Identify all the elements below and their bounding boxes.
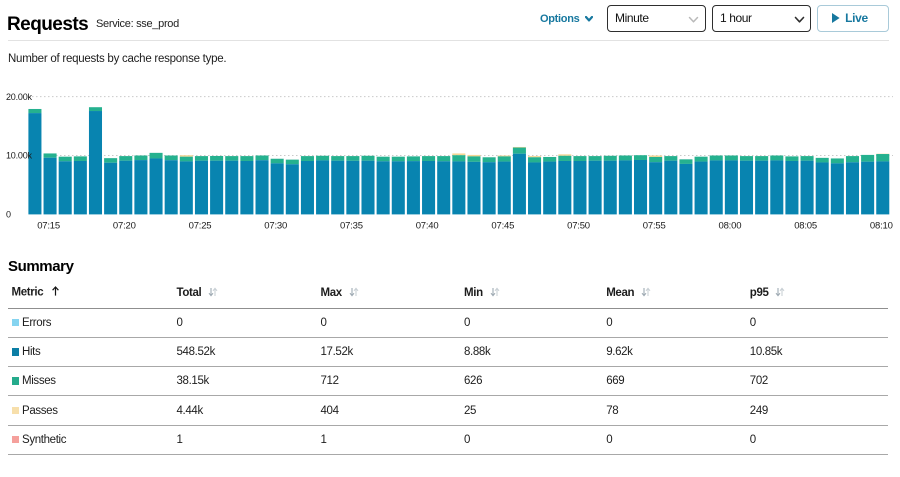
svg-text:0: 0 [6, 209, 11, 219]
svg-text:07:45: 07:45 [491, 221, 514, 232]
svg-text:07:55: 07:55 [643, 221, 666, 232]
svg-text:08:00: 08:00 [719, 221, 742, 232]
svg-text:20.00k: 20.00k [6, 92, 33, 102]
svg-text:07:40: 07:40 [416, 221, 439, 232]
svg-text:07:30: 07:30 [264, 221, 287, 232]
svg-text:07:20: 07:20 [113, 221, 136, 232]
svg-text:07:35: 07:35 [340, 221, 363, 232]
svg-text:07:25: 07:25 [189, 221, 212, 232]
svg-text:07:15: 07:15 [37, 221, 60, 232]
svg-text:08:05: 08:05 [794, 221, 817, 232]
svg-text:10.00k: 10.00k [6, 151, 33, 161]
svg-text:08:10: 08:10 [870, 221, 893, 232]
svg-text:07:50: 07:50 [567, 221, 590, 232]
